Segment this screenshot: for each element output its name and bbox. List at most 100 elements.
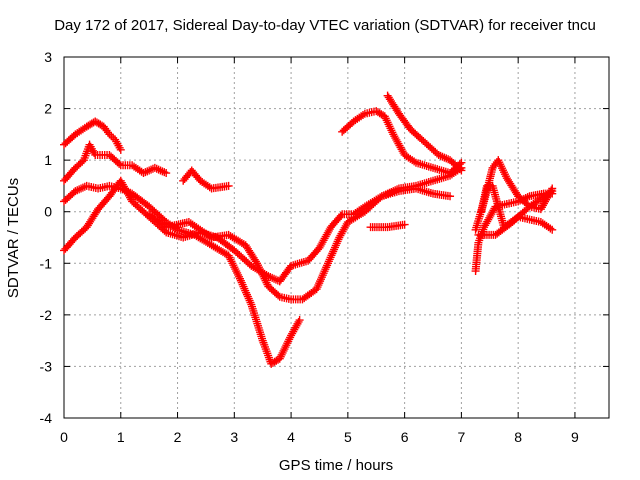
data-point-marker bbox=[71, 187, 80, 196]
series-track-1 bbox=[60, 117, 125, 154]
data-point-marker bbox=[285, 335, 294, 344]
data-point-marker bbox=[150, 163, 159, 172]
x-tick-label: 0 bbox=[60, 429, 68, 445]
y-axis-title: SDTVAR / TECUs bbox=[5, 178, 22, 298]
y-tick-label: 1 bbox=[44, 152, 52, 168]
data-point-marker bbox=[546, 224, 555, 233]
data-point-marker bbox=[548, 225, 557, 234]
data-point-marker bbox=[253, 261, 262, 270]
series-track-2 bbox=[60, 140, 171, 185]
data-point-marker bbox=[259, 272, 268, 281]
data-point-marker bbox=[156, 166, 165, 175]
data-points bbox=[60, 91, 557, 368]
data-point-marker bbox=[224, 251, 233, 260]
data-point-marker bbox=[229, 261, 238, 270]
x-tick-labels: 0 1 2 3 4 5 6 7 8 9 bbox=[60, 429, 579, 445]
data-point-marker bbox=[227, 257, 236, 266]
data-point-marker bbox=[226, 255, 235, 264]
data-point-marker bbox=[141, 168, 150, 177]
series-track-8 bbox=[383, 91, 466, 175]
data-point-marker bbox=[257, 268, 266, 277]
data-point-marker bbox=[400, 220, 409, 229]
data-point-marker bbox=[270, 274, 279, 283]
data-point-marker bbox=[253, 259, 262, 268]
data-point-marker bbox=[158, 167, 167, 176]
data-point-marker bbox=[228, 259, 237, 268]
series-track-9 bbox=[366, 220, 409, 232]
y-tick-labels: -4 -3 -2 -1 0 1 2 3 bbox=[40, 49, 53, 426]
x-tick-label: 2 bbox=[174, 429, 182, 445]
data-point-marker bbox=[232, 267, 241, 276]
y-tick-label: -2 bbox=[40, 307, 53, 323]
data-point-marker bbox=[235, 272, 244, 281]
data-point-marker bbox=[281, 343, 290, 352]
x-tick-label: 1 bbox=[117, 429, 125, 445]
data-point-marker bbox=[446, 192, 455, 201]
data-point-marker bbox=[283, 339, 292, 348]
data-point-marker bbox=[160, 168, 169, 177]
data-point-marker bbox=[116, 145, 125, 154]
data-point-marker bbox=[73, 186, 82, 195]
data-point-marker bbox=[284, 337, 293, 346]
data-point-marker bbox=[145, 166, 154, 175]
data-point-marker bbox=[455, 164, 464, 173]
data-point-marker bbox=[434, 150, 443, 159]
data-point-marker bbox=[260, 274, 269, 283]
data-point-marker bbox=[548, 187, 557, 196]
data-point-marker bbox=[162, 169, 171, 178]
x-tick-label: 4 bbox=[287, 429, 295, 445]
data-point-marker bbox=[152, 164, 161, 173]
plot-frame bbox=[63, 56, 610, 419]
y-tick-label: 3 bbox=[44, 49, 52, 65]
data-point-marker bbox=[275, 354, 284, 363]
data-point-marker bbox=[234, 270, 243, 279]
series-track-6 bbox=[179, 166, 233, 193]
data-point-marker bbox=[139, 169, 148, 178]
data-point-marker bbox=[294, 317, 303, 326]
data-point-marker bbox=[255, 265, 264, 274]
data-point-marker bbox=[78, 183, 87, 192]
data-point-marker bbox=[258, 270, 267, 279]
data-point-marker bbox=[77, 184, 86, 193]
data-point-marker bbox=[546, 188, 555, 197]
data-point-marker bbox=[457, 158, 466, 167]
data-point-marker bbox=[105, 130, 114, 139]
data-point-marker bbox=[279, 346, 288, 355]
data-point-marker bbox=[147, 165, 156, 174]
data-point-marker bbox=[282, 341, 291, 350]
data-point-marker bbox=[336, 211, 345, 220]
data-point-marker bbox=[278, 348, 287, 357]
data-point-marker bbox=[233, 268, 242, 277]
y-tick-label: 2 bbox=[44, 101, 52, 117]
data-point-marker bbox=[457, 166, 466, 175]
series-track-11 bbox=[471, 156, 557, 234]
data-point-marker bbox=[440, 153, 449, 162]
data-point-marker bbox=[224, 181, 233, 190]
series-track-13 bbox=[474, 187, 557, 239]
data-point-marker bbox=[231, 265, 240, 274]
data-point-marker bbox=[436, 151, 445, 160]
series-track-5 bbox=[145, 184, 455, 304]
data-point-marker bbox=[230, 263, 239, 272]
data-point-marker bbox=[276, 352, 285, 361]
y-tick-label: -4 bbox=[40, 410, 53, 426]
data-point-marker bbox=[143, 167, 152, 176]
data-point-marker bbox=[225, 253, 234, 262]
data-point-marker bbox=[256, 267, 265, 276]
data-point-marker bbox=[277, 350, 286, 359]
data-point-marker bbox=[280, 345, 289, 354]
data-point-marker bbox=[75, 185, 84, 194]
x-tick-label: 5 bbox=[344, 429, 352, 445]
data-point-marker bbox=[154, 165, 163, 174]
x-tick-label: 7 bbox=[457, 429, 465, 445]
data-point-marker bbox=[261, 276, 270, 285]
data-point-marker bbox=[295, 316, 304, 325]
data-point-marker bbox=[268, 273, 277, 282]
y-tick-label: -3 bbox=[40, 358, 53, 374]
series-track-7 bbox=[338, 107, 466, 178]
x-tick-label: 9 bbox=[571, 429, 579, 445]
data-point-marker bbox=[262, 278, 271, 287]
y-tick-label: -1 bbox=[40, 255, 53, 271]
data-point-marker bbox=[107, 132, 116, 141]
